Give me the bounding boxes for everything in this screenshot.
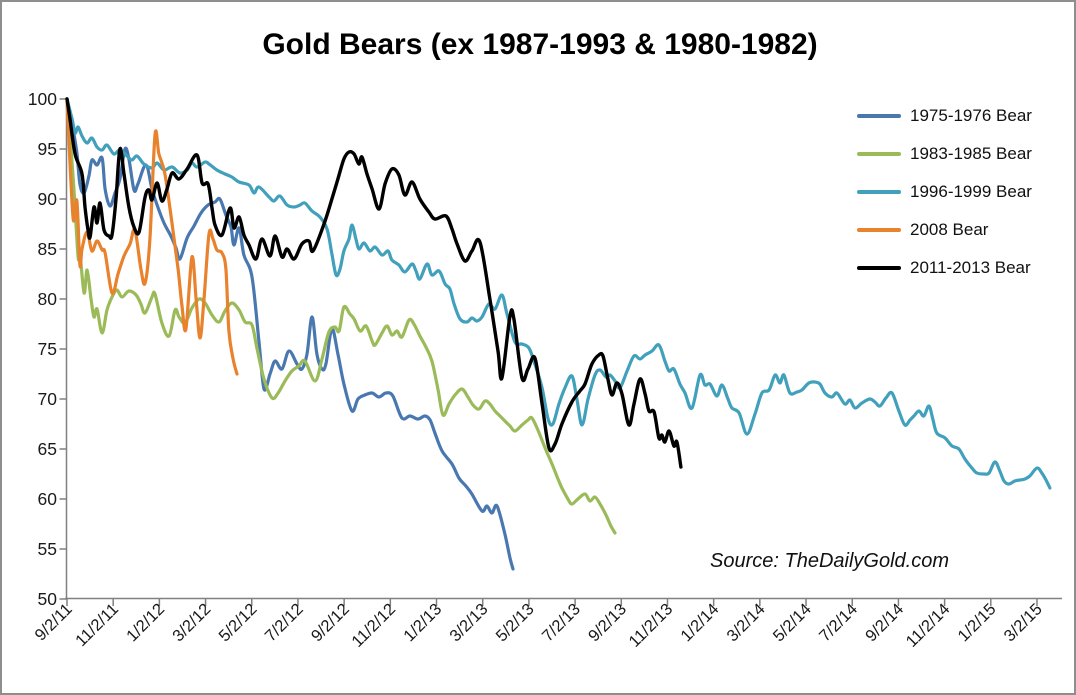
x-axis-tick-label: 5/2/13	[493, 600, 538, 645]
x-axis-tick-label: 11/2/13	[626, 600, 677, 651]
legend-item: 1996-1999 Bear	[857, 173, 1032, 211]
x-axis-tick-label: 5/2/14	[770, 600, 815, 645]
series-line-1996-1999-bear	[65, 97, 1052, 490]
y-axis-tick-label: 50	[38, 589, 58, 609]
y-axis-tick-label: 100	[28, 89, 57, 109]
x-axis-tick-label: 9/2/14	[862, 600, 907, 645]
x-axis-tick-label: 7/2/13	[539, 600, 584, 645]
legend-swatch	[857, 152, 901, 156]
x-axis-tick-label: 11/2/14	[903, 600, 954, 651]
x-axis-tick-label: 3/2/12	[169, 600, 214, 645]
legend: 1975-1976 Bear 1983-1985 Bear 1996-1999 Be…	[857, 97, 1032, 287]
legend-item-label: 2008 Bear	[910, 220, 989, 239]
x-axis-tick-label: 1/2/15	[954, 600, 999, 645]
legend-item: 2011-2013 Bear	[857, 249, 1032, 287]
x-axis-tick-label: 11/2/11	[72, 600, 122, 650]
chart-title: Gold Bears (ex 1987-1993 & 1980-1982)	[262, 28, 818, 61]
x-axis-tick-label: 9/2/13	[585, 600, 630, 645]
y-axis-tick-label: 60	[38, 489, 58, 509]
x-axis-tick-label: 3/2/14	[724, 600, 769, 645]
legend-item-label: 1983-1985 Bear	[910, 144, 1032, 163]
x-axis-tick-label: 1/2/14	[677, 600, 722, 645]
legend-item: 2008 Bear	[857, 211, 1032, 249]
legend-item-label: 1975-1976 Bear	[910, 106, 1032, 125]
series-line-2011-2013-bear	[65, 97, 683, 469]
x-axis-tick-label: 1/2/12	[123, 600, 168, 645]
source-note: Source: TheDailyGold.com	[710, 550, 949, 572]
legend-item-label: 1996-1999 Bear	[910, 182, 1032, 201]
legend-item: 1983-1985 Bear	[857, 135, 1032, 173]
legend-item-label: 2011-2013 Bear	[910, 258, 1031, 277]
x-axis-tick-label: 9/2/12	[308, 600, 353, 645]
y-axis-tick-label: 75	[38, 339, 57, 359]
y-axis-tick-label: 65	[38, 439, 57, 459]
legend-swatch	[857, 114, 901, 118]
y-axis-tick-label: 80	[38, 289, 58, 309]
x-axis-tick-label: 11/2/12	[348, 600, 399, 651]
y-axis-tick-label: 85	[38, 239, 57, 259]
legend-item: 1975-1976 Bear	[857, 97, 1032, 135]
x-axis-tick-label: 5/2/12	[215, 600, 260, 645]
x-axis-tick-label: 3/2/15	[1001, 600, 1046, 645]
x-axis-tick-label: 7/2/12	[262, 600, 307, 645]
legend-swatch	[857, 190, 901, 194]
y-axis-tick-label: 55	[38, 539, 57, 559]
legend-swatch	[857, 228, 901, 232]
series-line-1975-1976-bear	[65, 97, 515, 571]
x-axis-tick-label: 1/2/13	[400, 600, 445, 645]
y-axis-tick-label: 95	[38, 139, 57, 159]
series-line-1983-1985-bear	[65, 97, 617, 535]
legend-swatch	[857, 266, 901, 270]
x-axis-tick-label: 7/2/14	[816, 600, 861, 645]
y-axis-tick-label: 90	[38, 189, 58, 209]
y-axis-tick-label: 70	[38, 389, 58, 409]
series-line-2008-bear	[65, 97, 239, 376]
x-axis-tick-label: 3/2/13	[446, 600, 491, 645]
